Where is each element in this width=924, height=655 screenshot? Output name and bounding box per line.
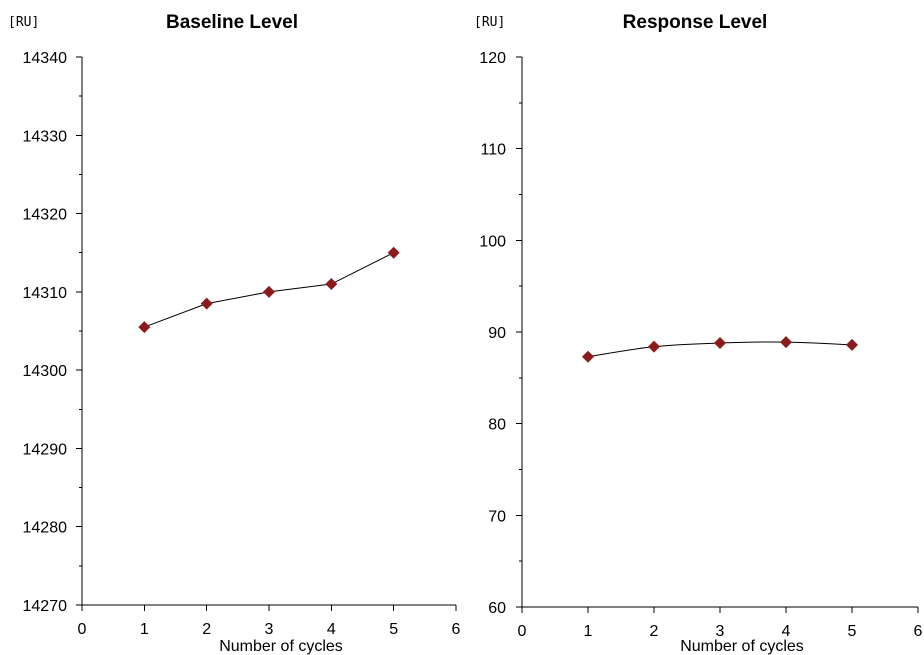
baseline-y-tick-label: 14270 (23, 598, 68, 615)
baseline-plot (138, 246, 400, 334)
response-y-ticks: 60 70 80 90 100 110 120 (479, 50, 522, 617)
response-plot (582, 336, 858, 363)
baseline-level-chart: [RU] Baseline Level 14270142801429014300… (8, 12, 461, 638)
baseline-x-tick-label: 4 (327, 621, 336, 638)
response-y-tick-label: 100 (479, 233, 506, 250)
baseline-y-tick-label: 14300 (23, 363, 68, 380)
response-data-point (846, 338, 858, 351)
baseline-data-point (387, 246, 400, 259)
response-y-tick-label: 120 (479, 50, 506, 67)
baseline-x-axis-title: Number of cycles (219, 638, 343, 655)
baseline-data-point (138, 321, 151, 334)
response-x-tick-label: 5 (848, 623, 857, 640)
baseline-axes (81, 57, 456, 606)
baseline-data-point (263, 285, 275, 298)
baseline-x-tick-label: 0 (78, 621, 87, 638)
response-level-chart: [RU] Response Level 60 70 80 90 100 110 120 0 1… (474, 12, 923, 640)
response-y-tick-label: 110 (480, 142, 506, 159)
response-y-tick-label: 80 (488, 417, 506, 434)
baseline-y-tick-label: 14330 (23, 128, 68, 145)
response-y-tick-label: 70 (488, 508, 506, 525)
baseline-y-ticks: 14270 14280 14290 14300 14310 14320 14330 14340 (23, 50, 82, 615)
baseline-y-tick-label: 14340 (23, 50, 68, 67)
response-y-tick-label: 90 (488, 325, 506, 342)
response-x-ticks: 0 1 2 3 4 5 6 (518, 607, 923, 640)
baseline-x-tick-label: 2 (202, 621, 211, 638)
baseline-data-point (200, 297, 213, 310)
response-x-tick-label: 1 (584, 623, 593, 640)
baseline-y-tick-label: 14310 (23, 285, 68, 302)
baseline-y-tick-label: 14320 (23, 207, 68, 224)
response-y-tick-label: 60 (488, 600, 506, 617)
response-x-tick-label: 6 (914, 623, 923, 640)
response-y-unit-label: [RU] (474, 15, 505, 30)
response-chart-title: Response Level (623, 12, 768, 33)
baseline-y-tick-label: 14280 (23, 520, 68, 537)
baseline-data-point (325, 278, 338, 291)
response-data-point (582, 350, 594, 363)
baseline-x-tick-label: 5 (389, 621, 398, 638)
baseline-chart-title: Baseline Level (166, 12, 298, 33)
baseline-y-unit-label: [RU] (8, 15, 39, 30)
response-data-point (714, 337, 726, 349)
baseline-x-tick-label: 3 (265, 621, 274, 638)
response-axes (521, 57, 918, 608)
response-x-tick-label: 0 (518, 623, 527, 640)
baseline-x-ticks: 0 1 2 3 4 5 6 (78, 605, 461, 638)
baseline-x-tick-label: 6 (452, 621, 461, 638)
response-data-point (648, 340, 660, 353)
baseline-y-tick-label: 14290 (23, 441, 68, 458)
response-x-tick-label: 3 (716, 623, 725, 640)
response-x-axis-title: Number of cycles (680, 638, 804, 655)
response-x-tick-label: 2 (650, 623, 659, 640)
response-x-tick-label: 4 (782, 623, 791, 640)
response-data-point (780, 336, 792, 349)
baseline-x-tick-label: 1 (140, 621, 149, 638)
